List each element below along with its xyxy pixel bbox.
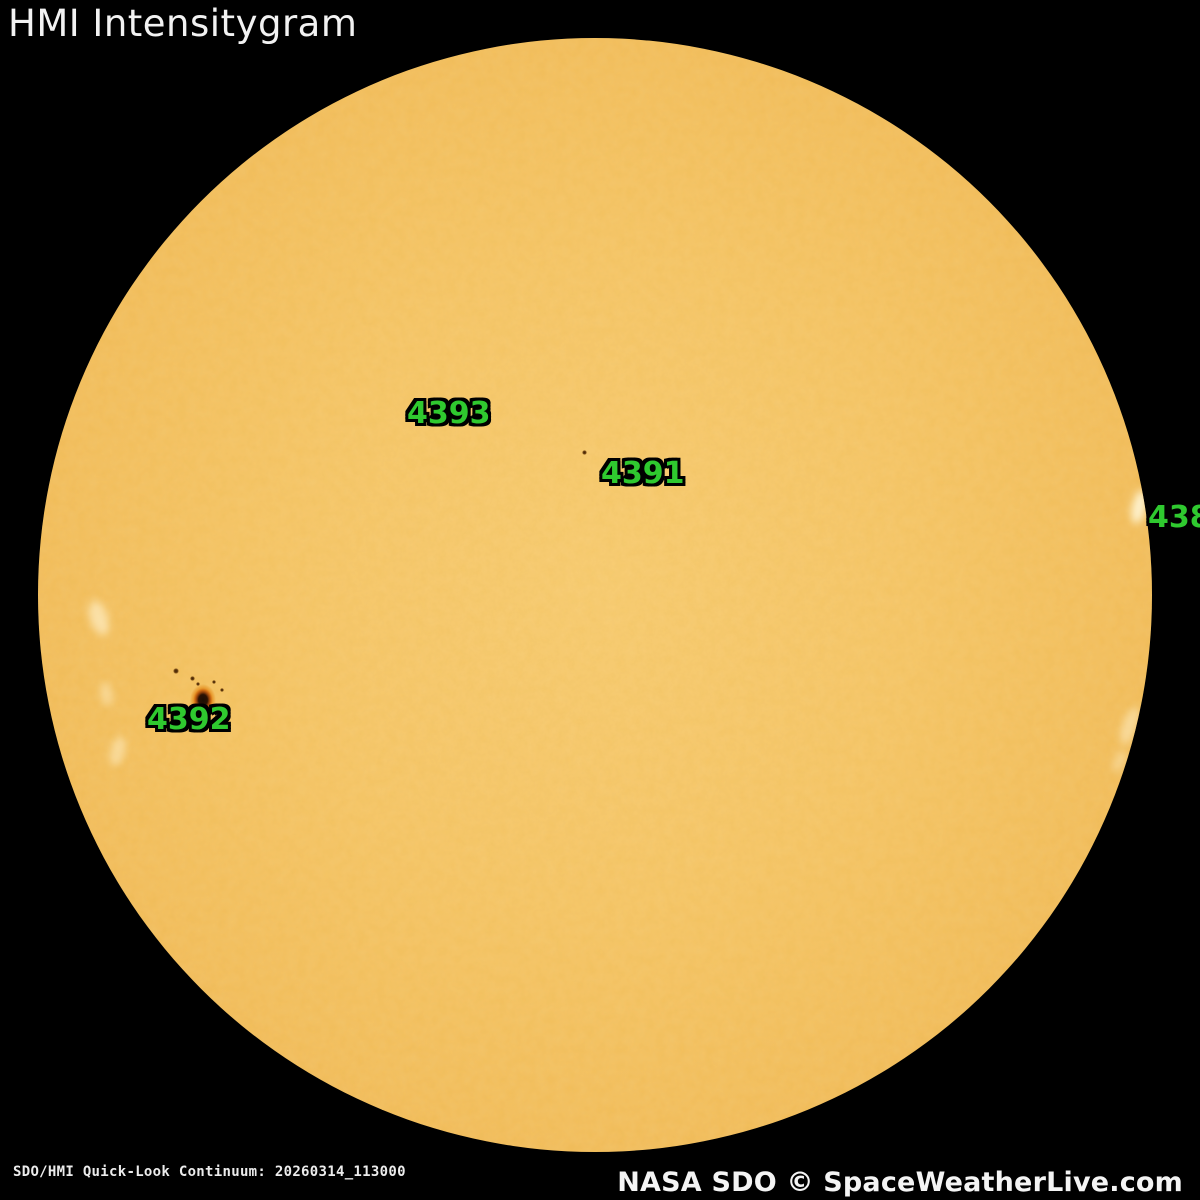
sunspot-pore bbox=[220, 688, 224, 692]
region-label-4391: 4391 bbox=[601, 456, 685, 491]
sunspot-pore bbox=[190, 676, 195, 681]
sunspot-pore bbox=[212, 680, 216, 684]
sunspot-pore-4391 bbox=[582, 450, 587, 455]
sun-disk bbox=[38, 38, 1152, 1152]
instrument-caption: SDO/HMI Quick-Look Continuum: 20260314_1… bbox=[13, 1164, 406, 1180]
region-label-438-clipped: 438 bbox=[1148, 500, 1200, 535]
region-label-4393: 4393 bbox=[407, 396, 491, 431]
region-label-4392: 4392 bbox=[147, 702, 231, 737]
page-title: HMI Intensitygram bbox=[8, 2, 358, 45]
sunspot-main-4392 bbox=[190, 684, 216, 716]
granulation-texture bbox=[38, 38, 1152, 1152]
sunspot-pore bbox=[173, 668, 179, 674]
sunspot-pore bbox=[196, 682, 200, 686]
credit-caption: NASA SDO © SpaceWeatherLive.com bbox=[617, 1167, 1183, 1198]
